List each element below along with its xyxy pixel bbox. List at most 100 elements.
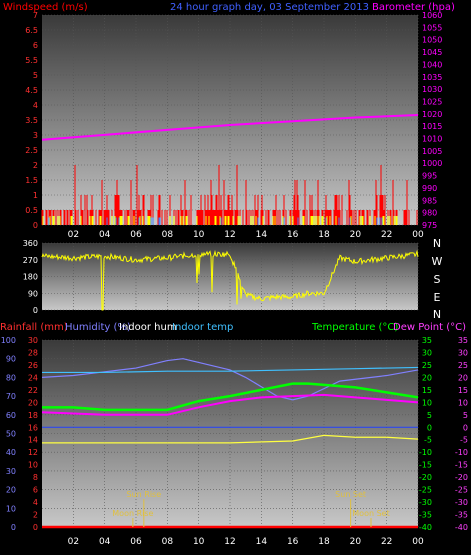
direction-series — [41, 249, 419, 311]
humidity-tick-label: 60 — [6, 411, 16, 420]
rain-tick-label: 2 — [33, 511, 38, 520]
hour-axis-top: 02 04 06 08 10 12 14 16 18 20 22 00 — [68, 230, 424, 240]
dew-point-title: Dew Point (°C) — [393, 322, 466, 333]
sun-moon-markers: Sun Rise Sun Set Moon Rise Moon Set — [112, 490, 390, 527]
dewpoint-tick-label: -5 — [460, 436, 468, 445]
direction-tick-label: 270 — [23, 256, 38, 265]
temperature-tick-label: 15 — [422, 386, 432, 395]
humidity-tick-label: 50 — [6, 430, 16, 439]
wind-tick-label: 5.5 — [25, 56, 38, 65]
humidity-axis-ticks: 0 10 20 30 40 50 60 70 80 90 100 — [1, 336, 16, 532]
dewpoint-tick-label: -25 — [455, 486, 468, 495]
direction-line — [41, 249, 419, 311]
humidity-tick-label: 90 — [6, 355, 16, 364]
hour-tick-label: 10 — [193, 537, 205, 547]
dewpoint-tick-label: 10 — [458, 398, 468, 407]
barometer-tick-label: 1045 — [422, 48, 442, 57]
wind-axis-ticks: 0 0.5 1 1.5 2 2.5 3 3.5 4 4.5 5 5.5 6 6.5 7 — [25, 11, 38, 230]
hour-tick-label: 02 — [68, 230, 79, 240]
humidity-tick-label: 40 — [6, 448, 16, 457]
humidity-tick-label: 30 — [6, 467, 16, 476]
barometer-line — [41, 114, 419, 141]
rain-tick-label: 28 — [28, 348, 38, 357]
temperature-tick-label: -35 — [419, 511, 432, 520]
barometer-tick-label: 1010 — [422, 135, 442, 144]
barometer-tick-label: 1030 — [422, 85, 442, 94]
compass-letter: E — [434, 291, 441, 304]
indoor-temp-title: Indoor temp — [172, 322, 233, 333]
wind-tick-label: 0.5 — [25, 206, 38, 215]
wind-tick-label: 2 — [33, 161, 38, 170]
rain-tick-label: 12 — [28, 448, 38, 457]
temperature-tick-label: -5 — [424, 436, 432, 445]
series-line — [41, 358, 419, 401]
temperature-tick-label: 20 — [422, 373, 432, 382]
humidity-tick-label: 20 — [6, 486, 16, 495]
barometer-tick-label: 975 — [422, 221, 437, 230]
barometer-tick-label: 1025 — [422, 97, 442, 106]
wind-tick-label: 1.5 — [25, 176, 38, 185]
hour-tick-label: 16 — [287, 230, 299, 240]
temp-series — [41, 358, 419, 529]
hour-tick-label: 12 — [224, 230, 235, 240]
dewpoint-tick-label: -40 — [455, 523, 468, 532]
hour-tick-label: 16 — [287, 537, 299, 547]
hour-tick-label: 00 — [412, 230, 424, 240]
dewpoint-tick-label: 20 — [458, 373, 468, 382]
temperature-tick-label: 10 — [422, 398, 432, 407]
humidity-tick-label: 70 — [6, 392, 16, 401]
hour-tick-label: 08 — [162, 537, 174, 547]
dewpoint-tick-label: 30 — [458, 348, 468, 357]
hour-tick-label: 12 — [224, 537, 235, 547]
dewpoint-tick-label: 35 — [458, 336, 468, 345]
series-line — [42, 366, 419, 374]
hour-tick-label: 04 — [99, 537, 111, 547]
barometer-tick-label: 1000 — [422, 159, 442, 168]
humidity-tick-label: 0 — [11, 523, 16, 532]
dewpoint-tick-label: 25 — [458, 361, 468, 370]
barometer-tick-label: 1035 — [422, 73, 442, 82]
wind-tick-label: 6 — [33, 41, 38, 50]
rain-tick-label: 6 — [33, 486, 38, 495]
sun-rise-label: Sun Rise — [127, 490, 162, 499]
barometer-tick-label: 1040 — [422, 60, 442, 69]
temperature-tick-label: -40 — [419, 523, 432, 532]
barometer-tick-label: 1020 — [422, 110, 442, 119]
rain-tick-label: 8 — [33, 473, 38, 482]
barometer-axis-ticks: 975 980 985 990 995 1000 1005 1010 1015 1020 1025 1… — [422, 11, 442, 230]
compass-letter: S — [434, 273, 441, 286]
humidity-tick-label: 10 — [6, 504, 16, 513]
hour-tick-label: 14 — [256, 230, 268, 240]
compass-letter: N — [433, 308, 441, 321]
rain-tick-label: 10 — [28, 461, 38, 470]
wind-tick-label: 3 — [33, 131, 38, 140]
hour-axis-bottom: 02 04 06 08 10 12 14 16 18 20 22 00 — [68, 537, 424, 547]
rain-tick-label: 26 — [28, 361, 38, 370]
wind-tick-label: 1 — [33, 191, 38, 200]
barometer-tick-label: 990 — [422, 184, 437, 193]
dewpoint-tick-label: -10 — [455, 448, 468, 457]
moon-rise-label: Moon Rise — [112, 509, 153, 518]
hour-tick-label: 22 — [381, 537, 392, 547]
dewpoint-tick-label: 0 — [463, 423, 468, 432]
temperature-tick-label: -30 — [419, 498, 432, 507]
temperature-axis-ticks: -40 -35 -30 -25 -20 -15 -10 -5 0 5 10 15 20 25 30 35 — [419, 336, 432, 532]
barometer-series — [41, 114, 419, 141]
temperature-tick-label: 25 — [422, 361, 432, 370]
wind-tick-label: 7 — [33, 11, 38, 20]
barometer-tick-label: 1005 — [422, 147, 442, 156]
wind-tick-label: 4 — [33, 101, 38, 110]
direction-axis-ticks: 0 90 180 270 360 — [23, 239, 38, 315]
rainfall-title: Rainfall (mm) — [0, 322, 68, 333]
barometer-tick-label: 985 — [422, 196, 437, 205]
hour-tick-label: 20 — [350, 230, 362, 240]
humidity-title: Humidity (%) — [65, 322, 131, 333]
direction-tick-label: 90 — [28, 289, 38, 298]
rain-tick-label: 14 — [28, 436, 38, 445]
hour-tick-label: 08 — [162, 230, 174, 240]
hour-tick-label: 06 — [130, 230, 142, 240]
humidity-tick-label: 80 — [6, 373, 16, 382]
rain-tick-label: 16 — [28, 423, 38, 432]
direction-panel-grid — [42, 242, 419, 311]
